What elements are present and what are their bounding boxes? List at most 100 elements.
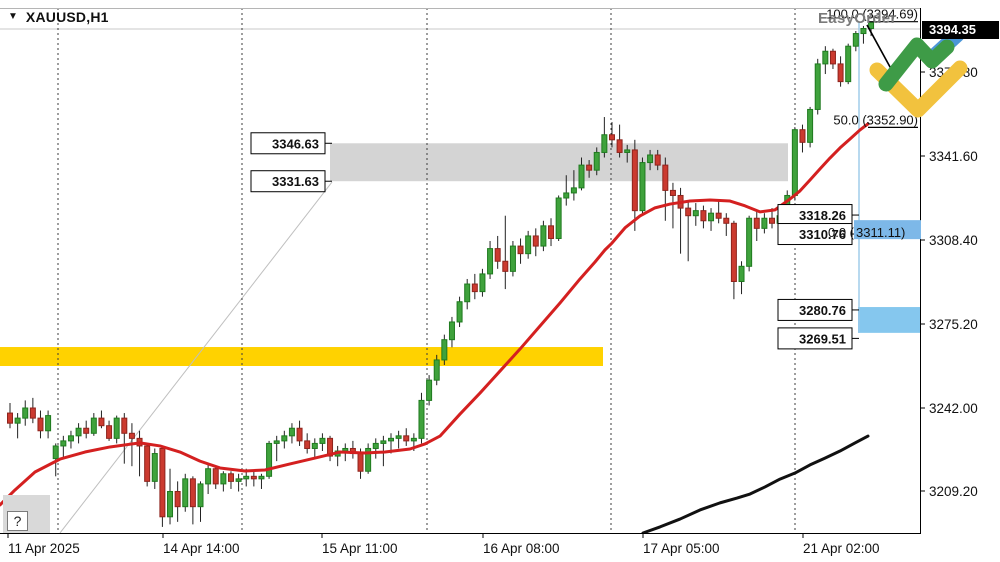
time-axis-label: 21 Apr 02:00	[803, 541, 880, 556]
candle	[159, 447, 166, 518]
candle	[113, 417, 120, 439]
candle	[868, 22, 875, 29]
candle	[327, 437, 334, 457]
candle	[357, 453, 364, 472]
candle	[395, 435, 402, 439]
candle	[365, 447, 372, 472]
level-label: 3310.76	[799, 227, 846, 242]
candle	[654, 154, 661, 166]
symbol-selector[interactable]: ▼ XAUUSD,H1	[8, 9, 109, 25]
candle	[304, 440, 311, 449]
candle	[205, 468, 212, 485]
candle	[426, 379, 433, 401]
candle	[296, 427, 303, 442]
time-axis-label: 14 Apr 14:00	[163, 541, 240, 556]
candle	[197, 483, 204, 508]
candle	[669, 189, 676, 196]
price-axis-label: 3341.60	[929, 149, 978, 164]
candle	[738, 265, 745, 282]
fib-label: 100.0 (3394.69)	[826, 7, 918, 22]
candle	[106, 425, 113, 439]
supply-zone-gray	[330, 143, 788, 182]
candle	[730, 222, 737, 282]
fib-label-highlight	[854, 220, 921, 240]
candle	[791, 129, 798, 196]
candle	[753, 217, 760, 229]
level-box	[250, 132, 326, 155]
candle	[593, 151, 600, 171]
price-axis-label: 3275.20	[929, 317, 978, 332]
candle	[37, 417, 44, 432]
candle	[494, 248, 501, 262]
fib-label-highlighted: 3311.11)	[856, 225, 905, 240]
candle	[479, 273, 486, 293]
price-axis-label: 3209.20	[929, 484, 978, 499]
candle	[616, 139, 623, 153]
candle	[608, 134, 615, 141]
candle	[29, 407, 36, 419]
candle	[487, 248, 494, 275]
candle	[144, 445, 151, 482]
candle	[67, 435, 74, 442]
candle	[441, 339, 448, 361]
candle	[700, 210, 707, 222]
candle	[570, 187, 577, 194]
gray-trendline	[59, 181, 333, 533]
candle	[822, 50, 829, 65]
candle	[769, 217, 775, 224]
candle	[555, 197, 562, 239]
ma-fast-line	[0, 122, 870, 507]
candle	[60, 440, 67, 447]
candle	[502, 260, 509, 272]
candle	[220, 473, 227, 485]
candle	[281, 435, 288, 442]
candle	[83, 427, 90, 434]
candle	[563, 192, 570, 199]
candle	[692, 210, 699, 217]
candle	[708, 212, 715, 222]
candle	[662, 164, 669, 191]
candle	[174, 490, 181, 508]
fib-label: 0.0 (	[828, 225, 855, 240]
candle	[852, 33, 859, 47]
time-axis-label: 15 Apr 11:00	[322, 541, 398, 556]
candle	[540, 225, 547, 247]
candle	[410, 437, 417, 442]
level-label: 3318.26	[799, 208, 846, 223]
candle	[250, 475, 257, 480]
price-axis-label: 3308.40	[929, 233, 978, 248]
candle	[212, 468, 219, 485]
candle	[860, 27, 867, 35]
candle	[243, 475, 250, 480]
help-button[interactable]: ?	[7, 511, 28, 531]
candle	[639, 162, 646, 212]
candle	[288, 427, 295, 437]
candle	[845, 45, 852, 83]
candle	[433, 359, 440, 381]
demand-zone-blue	[858, 307, 920, 333]
candle	[715, 212, 722, 219]
candle	[456, 301, 463, 323]
level-label: 3346.63	[272, 136, 319, 151]
candle	[75, 427, 82, 437]
candle	[98, 417, 105, 427]
current-price-badge: 3394.35	[922, 21, 999, 39]
plot-layers	[0, 8, 920, 533]
level-label: 3269.51	[799, 331, 846, 346]
candle	[342, 447, 349, 452]
candle	[723, 217, 730, 224]
candle	[685, 207, 692, 217]
candle	[121, 417, 128, 434]
candle	[189, 478, 196, 508]
candle	[647, 154, 654, 164]
ma-slow-line	[641, 434, 870, 533]
candle	[151, 453, 158, 482]
candle	[837, 63, 844, 83]
candle	[266, 442, 273, 477]
candle	[807, 108, 814, 143]
level-label: 3280.76	[799, 303, 846, 318]
candle	[235, 478, 242, 482]
candle	[517, 245, 524, 255]
